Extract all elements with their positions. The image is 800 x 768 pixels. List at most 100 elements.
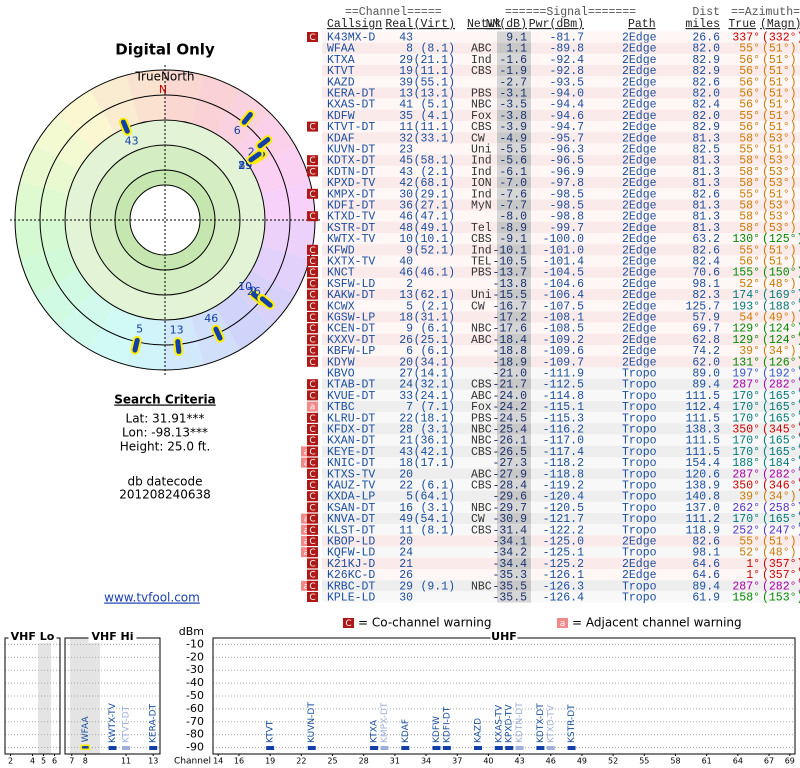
row-background — [322, 221, 800, 233]
cell-nm: -26.1 — [492, 435, 527, 448]
nm-column-background — [497, 513, 531, 525]
cell-netwk: ABC — [471, 334, 492, 347]
cell-dist: 82.4 — [692, 256, 720, 269]
nm-column-background — [497, 468, 531, 480]
cell-callsign: KPLE-LD — [327, 592, 375, 605]
cell-virt: (25.1) — [414, 334, 455, 347]
cell-virt: (6.1) — [420, 345, 455, 358]
cell-real: 27 — [399, 368, 413, 381]
cell-dist: 81.3 — [692, 222, 720, 235]
cell-pwr: -97.8 — [549, 177, 584, 190]
cell-true: 56° — [739, 76, 760, 89]
cell-callsign: KNIC-DT — [327, 457, 375, 470]
cell-pwr: -106.4 — [543, 289, 585, 302]
cell-callsign: KDAF — [327, 132, 355, 145]
cell-real: 10 — [399, 233, 413, 246]
nm-column-background — [497, 42, 531, 54]
cell-true: 129° — [732, 323, 760, 336]
cell-true: 130° — [732, 233, 760, 246]
cell-true: 287° — [732, 580, 760, 593]
nm-column-background — [497, 289, 531, 301]
cell-magn: (247°) — [762, 524, 800, 537]
cell-path: Tropo — [622, 480, 657, 493]
warning-flag-letter: C — [309, 291, 315, 301]
cell-path: 2Edge — [622, 144, 657, 157]
cell-callsign: KAZD — [327, 76, 355, 89]
cell-nm: -35.5 — [492, 580, 527, 593]
cell-dist: 64.6 — [692, 569, 720, 582]
cell-real: 40 — [399, 256, 413, 269]
row-background — [322, 412, 800, 424]
cell-true: 55° — [739, 244, 760, 257]
cell-nm: 1.1 — [506, 43, 527, 56]
cell-real: 11 — [399, 524, 413, 537]
cell-nm: -30.9 — [492, 513, 527, 526]
warning-flag — [307, 401, 318, 412]
cell-virt: (55.1) — [414, 76, 455, 89]
cell-true: 54° — [739, 312, 760, 325]
cell-virt: (5.1) — [420, 99, 455, 112]
cell-netwk: ABC — [471, 390, 492, 403]
cell-dist: 111.5 — [685, 435, 720, 448]
nm-column-background — [497, 356, 531, 368]
cell-true: 131° — [732, 356, 760, 369]
signal-bar — [536, 746, 545, 750]
cell-true: 58° — [739, 166, 760, 179]
cell-true: 58° — [739, 177, 760, 190]
polar-marker-label: 9 — [250, 284, 257, 297]
site-link[interactable]: www.tvfool.com — [104, 591, 200, 605]
cell-netwk: NBC — [471, 99, 492, 112]
warning-flag-letter: C — [309, 156, 315, 166]
warning-flag-letter: C — [309, 447, 315, 457]
cell-pwr: -109.7 — [543, 356, 584, 369]
cell-virt: (9.1) — [420, 580, 455, 593]
cell-real: 36 — [399, 200, 413, 213]
warning-flag — [307, 300, 318, 311]
cell-real: 29 — [399, 54, 413, 67]
cell-path: 2Edge — [622, 244, 657, 257]
cell-nm: -24.2 — [492, 401, 527, 414]
cell-virt: (8.1) — [420, 43, 455, 56]
cell-callsign: KSAN-DT — [327, 502, 375, 515]
cell-path: 2Edge — [622, 88, 657, 101]
station-label: KDAF — [401, 719, 411, 743]
polar-marker-label: 26 — [247, 285, 261, 298]
cell-dist: 138.9 — [685, 480, 720, 493]
cell-real: 42 — [399, 177, 413, 190]
cell-dist: 138.3 — [685, 424, 720, 437]
polar-marker — [120, 119, 130, 134]
x-tick-label: 14 — [213, 757, 223, 766]
row-background — [322, 289, 800, 301]
row-background — [322, 389, 800, 401]
polar-marker — [132, 337, 140, 353]
x-tick-label: 49 — [577, 757, 587, 766]
cell-dist: 82.0 — [692, 43, 720, 56]
warning-flag — [307, 278, 318, 289]
cell-callsign: KTXA — [327, 54, 355, 67]
cell-pwr: -96.9 — [549, 166, 584, 179]
cell-dist: 82.0 — [692, 110, 720, 123]
cell-path: 2Edge — [622, 211, 657, 224]
cell-nm: 9.1 — [506, 32, 527, 45]
cell-pwr: -125.1 — [543, 547, 585, 560]
cell-magn: (51°) — [762, 536, 797, 549]
cell-virt: (3.1) — [420, 424, 455, 437]
station-label: KUVN-DT — [307, 702, 317, 743]
cell-virt: (49.1) — [414, 222, 455, 235]
cell-dist: 98.1 — [692, 547, 720, 560]
warning-flag — [307, 121, 318, 132]
polar-marker — [175, 339, 182, 355]
x-tick-label: 64 — [733, 757, 743, 766]
x-tick-label: 31 — [390, 757, 400, 766]
cell-real: 11 — [399, 121, 413, 134]
cell-real: 45 — [399, 155, 413, 168]
row-background — [322, 479, 800, 491]
station-label: KTVT-DT — [122, 705, 132, 743]
cell-callsign: KDTX-DT — [327, 155, 375, 168]
cell-netwk: NBC — [471, 502, 492, 515]
cell-nm: -5.5 — [499, 144, 527, 157]
cell-pwr: -122.2 — [543, 524, 585, 537]
cell-path: Tropo — [622, 379, 657, 392]
nm-column-background — [497, 501, 531, 513]
cell-dist: 111.5 — [685, 412, 720, 425]
